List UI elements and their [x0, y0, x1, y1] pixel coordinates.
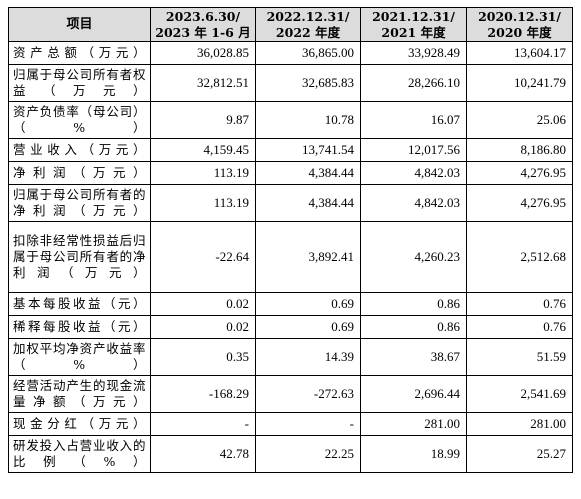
- table-row: 资产负债率（母公司）（%） 9.87 10.78 16.07 25.06: [8, 101, 573, 139]
- row-value: 0.86: [360, 315, 467, 339]
- table-row: 现金分红（万元） - - 281.00 281.00: [8, 412, 573, 436]
- row-label: 加权平均净资产收益率（%）: [8, 338, 151, 376]
- row-value: 0.76: [466, 292, 573, 316]
- row-label: 扣除非经常性损益后归属于母公司所有者的净利润（万元）: [8, 221, 151, 293]
- column-header-2020: 2020.12.31/ 2020 年度: [466, 7, 573, 42]
- row-value: 281.00: [360, 412, 467, 436]
- row-value: -: [150, 412, 256, 436]
- table-row: 归属于母公司所有者权益（万元） 32,812.51 32,685.83 28,2…: [8, 64, 573, 102]
- row-value: 0.76: [466, 315, 573, 339]
- row-value: 25.06: [466, 101, 573, 139]
- row-label: 基本每股收益（元）: [8, 292, 151, 316]
- column-header-date: 2022.12.31/: [266, 8, 350, 24]
- column-header-date: 2020.12.31/: [478, 8, 561, 24]
- row-value: 4,276.95: [466, 184, 573, 222]
- table-row: 资产总额（万元） 36,028.85 36,865.00 33,928.49 1…: [8, 41, 573, 65]
- row-value: 13,604.17: [466, 41, 573, 65]
- table-row: 加权平均净资产收益率（%） 0.35 14.39 38.67 51.59: [8, 338, 573, 376]
- table-row: 扣除非经常性损益后归属于母公司所有者的净利润（万元） -22.64 3,892.…: [8, 221, 573, 293]
- row-value: 4,842.03: [360, 184, 467, 222]
- row-value: 10,241.79: [466, 64, 573, 102]
- row-value: 42.78: [150, 435, 256, 473]
- row-label: 资产负债率（母公司）（%）: [8, 101, 151, 139]
- row-value: 4,842.03: [360, 161, 467, 185]
- row-value: 36,028.85: [150, 41, 256, 65]
- row-value: 2,541.69: [466, 375, 573, 413]
- row-value: 113.19: [150, 161, 256, 185]
- row-value: 0.86: [360, 292, 467, 316]
- row-value: 2,696.44: [360, 375, 467, 413]
- row-value: 32,812.51: [150, 64, 256, 102]
- row-value: 10.78: [255, 101, 361, 139]
- row-value: 281.00: [466, 412, 573, 436]
- row-label: 经营活动产生的现金流量净额（万元）: [8, 375, 151, 413]
- row-label: 资产总额（万元）: [8, 41, 151, 65]
- row-value: 38.67: [360, 338, 467, 376]
- row-value: 32,685.83: [255, 64, 361, 102]
- row-value: 113.19: [150, 184, 256, 222]
- row-value: 13,741.54: [255, 138, 361, 162]
- row-value: 4,159.45: [150, 138, 256, 162]
- table-row: 归属于母公司所有者的净利润（万元） 113.19 4,384.44 4,842.…: [8, 184, 573, 222]
- row-value: 0.69: [255, 292, 361, 316]
- row-value: -168.29: [150, 375, 256, 413]
- column-header-date: 2021.12.31/: [372, 8, 455, 24]
- row-value: 4,260.23: [360, 221, 467, 293]
- row-value: 16.07: [360, 101, 467, 139]
- row-value: 25.27: [466, 435, 573, 473]
- table-row: 营业收入（万元） 4,159.45 13,741.54 12,017.56 8,…: [8, 138, 573, 162]
- row-value: 4,384.44: [255, 161, 361, 185]
- financial-data-table: 项目 2023.6.30/ 2023 年 1-6 月 2022.12.31/ 2…: [8, 7, 573, 473]
- row-label: 归属于母公司所有者的净利润（万元）: [8, 184, 151, 222]
- row-label: 净利润（万元）: [8, 161, 151, 185]
- row-value: 2,512.68: [466, 221, 573, 293]
- row-value: 4,384.44: [255, 184, 361, 222]
- row-value: 0.02: [150, 315, 256, 339]
- row-value: 8,186.80: [466, 138, 573, 162]
- row-value: 0.02: [150, 292, 256, 316]
- row-value: 3,892.41: [255, 221, 361, 293]
- row-value: 14.39: [255, 338, 361, 376]
- row-label: 研发投入占营业收入的比例（%）: [8, 435, 151, 473]
- column-header-2022: 2022.12.31/ 2022 年度: [255, 7, 361, 42]
- table-row: 研发投入占营业收入的比例（%） 42.78 22.25 18.99 25.27: [8, 435, 573, 473]
- column-header-period: 2022 年度: [275, 24, 341, 40]
- row-value: 0.35: [150, 338, 256, 376]
- row-label: 归属于母公司所有者权益（万元）: [8, 64, 151, 102]
- row-value: 51.59: [466, 338, 573, 376]
- row-value: 9.87: [150, 101, 256, 139]
- table-row: 基本每股收益（元） 0.02 0.69 0.86 0.76: [8, 292, 573, 316]
- column-header-period: 2020 年度: [487, 24, 552, 40]
- row-value: 12,017.56: [360, 138, 467, 162]
- item-column-header: 项目: [8, 7, 151, 42]
- table-row: 经营活动产生的现金流量净额（万元） -168.29 -272.63 2,696.…: [8, 375, 573, 413]
- column-header-2021: 2021.12.31/ 2021 年度: [360, 7, 467, 42]
- row-label: 营业收入（万元）: [8, 138, 151, 162]
- table-header-row: 项目 2023.6.30/ 2023 年 1-6 月 2022.12.31/ 2…: [8, 7, 573, 42]
- table-row: 稀释每股收益（元） 0.02 0.69 0.86 0.76: [8, 315, 573, 339]
- row-value: -22.64: [150, 221, 256, 293]
- row-label: 稀释每股收益（元）: [8, 315, 151, 339]
- row-label: 现金分红（万元）: [8, 412, 151, 436]
- row-value: 28,266.10: [360, 64, 467, 102]
- row-value: 18.99: [360, 435, 467, 473]
- row-value: 36,865.00: [255, 41, 361, 65]
- column-header-period: 2021 年度: [381, 24, 446, 40]
- row-value: -272.63: [255, 375, 361, 413]
- column-header-period: 2023 年 1-6 月: [155, 24, 251, 40]
- column-header-2023h1: 2023.6.30/ 2023 年 1-6 月: [150, 7, 256, 42]
- row-value: 33,928.49: [360, 41, 467, 65]
- row-value: 0.69: [255, 315, 361, 339]
- row-value: 22.25: [255, 435, 361, 473]
- row-value: -: [255, 412, 361, 436]
- table-row: 净利润（万元） 113.19 4,384.44 4,842.03 4,276.9…: [8, 161, 573, 185]
- row-value: 4,276.95: [466, 161, 573, 185]
- column-header-date: 2023.6.30/: [165, 8, 241, 24]
